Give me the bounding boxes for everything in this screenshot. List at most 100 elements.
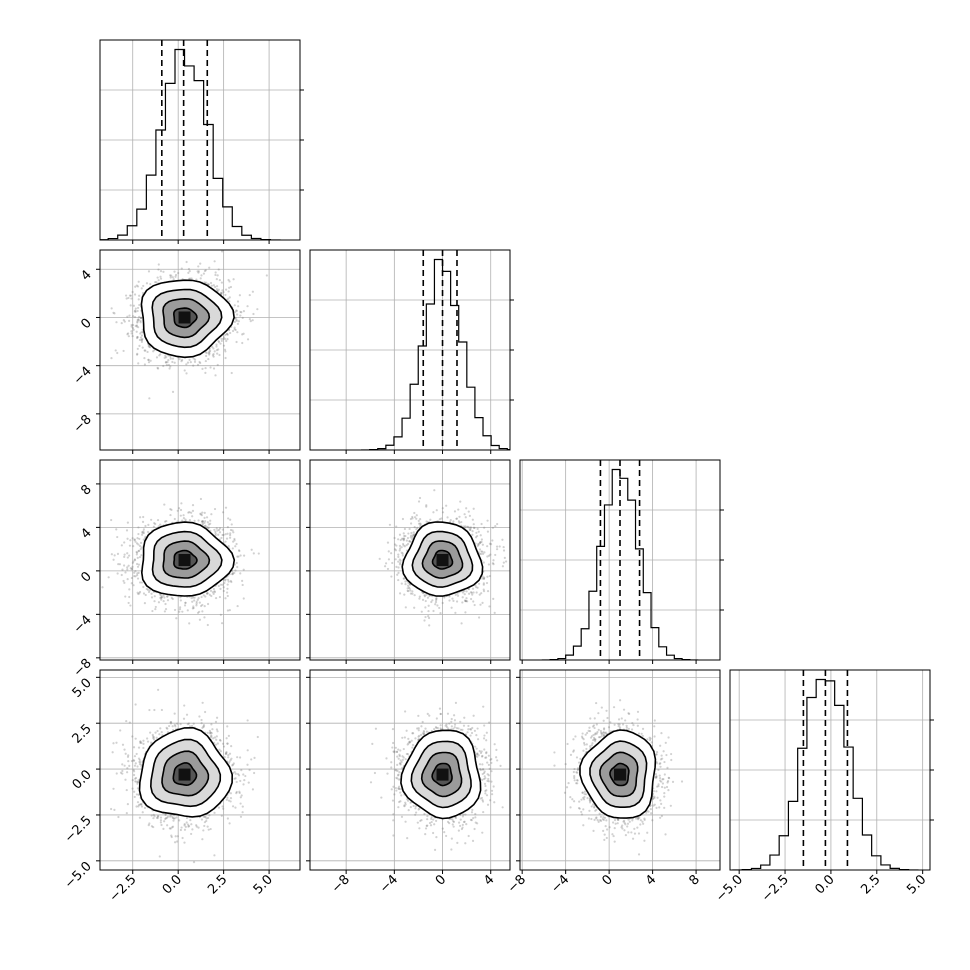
scatter-point [482, 583, 485, 586]
scatter-point [136, 336, 139, 339]
scatter-point [422, 729, 425, 733]
contour-line [162, 297, 211, 339]
scatter-point [160, 598, 163, 601]
scatter-point [225, 751, 228, 755]
scatter-point [148, 708, 151, 712]
scatter-point [123, 581, 126, 584]
scatter-point [580, 798, 583, 801]
scatter-point [199, 512, 202, 515]
scatter-point [595, 808, 598, 811]
scatter-point [169, 355, 172, 358]
scatter-point [122, 579, 125, 583]
scatter-point [591, 803, 595, 806]
scatter-point [425, 504, 428, 507]
scatter-point [126, 568, 129, 571]
scatter-point [195, 600, 198, 603]
scatter-point [131, 787, 134, 790]
scatter-point [463, 590, 466, 593]
scatter-point [383, 565, 387, 568]
y-tick-label: 5.0 [70, 676, 95, 701]
scatter-point [393, 793, 396, 796]
scatter-point [463, 526, 467, 529]
scatter-point [137, 757, 141, 760]
scatter-point [159, 727, 162, 730]
scatter-point [418, 807, 421, 810]
scatter-point [660, 780, 663, 783]
scatter-point [588, 809, 591, 812]
scatter-point [176, 722, 179, 725]
scatter-point [183, 841, 186, 844]
scatter-point [480, 550, 483, 553]
scatter-point [463, 820, 466, 823]
scatter-point [136, 537, 139, 540]
scatter-point [602, 734, 606, 737]
scatter-point [220, 622, 224, 625]
scatter-point [197, 271, 200, 274]
scatter-point [143, 806, 147, 810]
density-peak [178, 768, 191, 781]
scatter-point [486, 779, 489, 782]
scatter-point [399, 749, 402, 752]
scatter-point [169, 357, 172, 360]
scatter-point [609, 721, 612, 724]
scatter-point [445, 504, 448, 507]
scatter-point [226, 338, 229, 341]
scatter-point [199, 361, 202, 365]
scatter-point [126, 333, 129, 336]
scatter-point [414, 807, 417, 810]
scatter-point [408, 540, 411, 543]
scatter-point [584, 733, 587, 736]
scatter-point [121, 772, 124, 775]
scatter-point [159, 821, 162, 824]
scatter-point [206, 592, 209, 595]
scatter-point [210, 732, 213, 735]
scatter-point [179, 723, 182, 726]
scatter-point [138, 303, 141, 307]
scatter-point [200, 718, 203, 722]
scatter-point [129, 304, 132, 307]
scatter-point [223, 581, 226, 585]
scatter-point [413, 516, 417, 519]
scatter-point [221, 511, 225, 514]
scatter-point [135, 752, 138, 756]
scatter-point [575, 782, 578, 785]
scatter-point [237, 549, 241, 552]
scatter-point [406, 743, 409, 746]
scatter-point [173, 817, 176, 820]
scatter-point [199, 262, 202, 265]
scatter-point [385, 757, 388, 760]
scatter-point [222, 336, 226, 339]
scatter-point [470, 811, 474, 814]
scatter-point [576, 768, 580, 771]
scatter-point [212, 737, 215, 740]
scatter-point [455, 517, 459, 520]
scatter-point [485, 581, 489, 585]
scatter-point [641, 820, 644, 823]
x-tick-label: −5.0 [713, 872, 746, 905]
scatter-point [432, 511, 435, 514]
scatter-point [588, 730, 592, 733]
scatter-point [210, 723, 213, 726]
scatter-point [250, 548, 253, 551]
scatter-point [439, 727, 442, 730]
scatter-point [219, 587, 222, 590]
contour-line [138, 726, 234, 818]
scatter-point [235, 318, 238, 321]
scatter-point [235, 319, 238, 322]
scatter-point [636, 826, 639, 829]
scatter-point [225, 339, 228, 343]
scatter-point [235, 792, 238, 795]
scatter-point [469, 597, 473, 601]
scatter-point [234, 569, 237, 572]
scatter-point [631, 722, 634, 725]
scatter-point [230, 580, 233, 584]
scatter-point [420, 610, 423, 613]
scatter-point [463, 513, 466, 516]
scatter-point [569, 806, 572, 809]
scatter-point [148, 345, 151, 348]
scatter-point [407, 532, 410, 535]
scatter-point [470, 591, 473, 594]
scatter-point [141, 811, 144, 814]
scatter-point [646, 831, 649, 834]
scatter-point [595, 723, 598, 726]
